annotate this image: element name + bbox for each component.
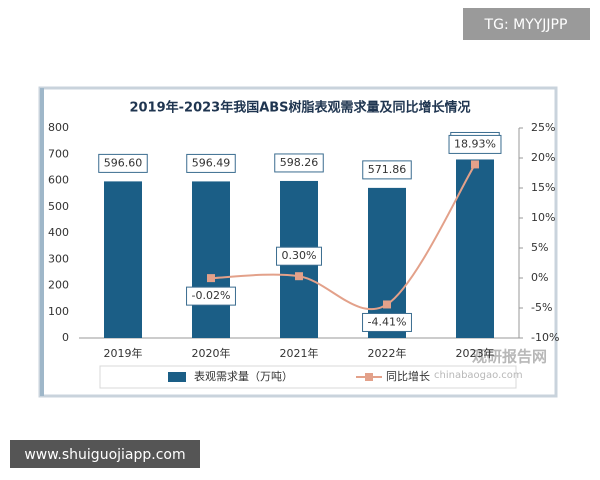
y-tick-label: 500 bbox=[48, 200, 69, 213]
x-tick-label: 2021年 bbox=[280, 346, 319, 360]
y2-tick-label: -5% bbox=[531, 301, 552, 314]
x-tick-label: 2022年 bbox=[368, 346, 407, 360]
line-marker bbox=[295, 272, 303, 281]
y2-tick-label: 5% bbox=[531, 241, 548, 254]
data-label-box bbox=[276, 246, 322, 266]
watermark-text: TG: MYYJJPP bbox=[484, 17, 568, 33]
watermark-box bbox=[10, 440, 200, 468]
legend-label: 同比增长 bbox=[386, 369, 430, 383]
y-tick-label: 700 bbox=[48, 147, 69, 160]
data-label: -4.41% bbox=[368, 315, 407, 328]
line-marker bbox=[471, 160, 479, 169]
legend-label: 表观需求量（万吨） bbox=[194, 369, 293, 383]
x-tick-label: 2020年 bbox=[192, 346, 231, 360]
data-label: 596.60 bbox=[104, 156, 143, 169]
y2-tick-label: 0% bbox=[531, 271, 548, 284]
y-tick-label: 300 bbox=[48, 252, 69, 265]
data-label: 598.26 bbox=[280, 156, 319, 169]
data-label: 571.86 bbox=[368, 163, 407, 176]
data-label: 596.49 bbox=[192, 156, 231, 169]
watermark-box bbox=[463, 8, 590, 40]
chart-title: 2019年-2023年我国ABS树脂表观需求量及同比增长情况 bbox=[129, 100, 470, 116]
y2-tick-label: -10% bbox=[531, 331, 559, 344]
data-label-box bbox=[448, 134, 502, 154]
y-tick-label: 600 bbox=[48, 174, 69, 187]
y2-tick-label: 20% bbox=[531, 151, 555, 164]
x-tick-label: 2019年 bbox=[104, 346, 143, 360]
line-marker bbox=[207, 274, 215, 283]
legend-box bbox=[99, 365, 517, 389]
y-tick-label: 400 bbox=[48, 226, 69, 239]
y-tick-label: 800 bbox=[48, 121, 69, 134]
data-label-box bbox=[274, 153, 324, 173]
data-label-box bbox=[186, 286, 236, 306]
bar bbox=[456, 159, 494, 338]
legend-swatch bbox=[168, 372, 186, 382]
bar bbox=[192, 181, 230, 338]
line bbox=[210, 163, 476, 311]
data-label-box bbox=[186, 153, 236, 173]
legend-swatch bbox=[365, 373, 373, 381]
y2-tick-label: 25% bbox=[531, 121, 555, 134]
bar bbox=[104, 181, 142, 338]
data-label-box bbox=[362, 160, 412, 180]
x-tick-label: 2023年 bbox=[456, 346, 495, 360]
data-label: 0.30% bbox=[282, 249, 317, 262]
y2-tick-label: 10% bbox=[531, 211, 555, 224]
y-tick-label: 200 bbox=[48, 279, 69, 292]
watermark-text: www.shuiguojiapp.com bbox=[24, 447, 185, 463]
y2-tick-label: 15% bbox=[531, 181, 555, 194]
y-tick-label: 100 bbox=[48, 305, 69, 318]
data-label: 18.93% bbox=[454, 137, 496, 150]
source-logo: 观研报告网 bbox=[472, 348, 547, 366]
y-tick-label: 0 bbox=[62, 331, 69, 344]
data-label-box bbox=[362, 312, 412, 332]
data-label: -0.02% bbox=[192, 289, 231, 302]
data-label-box bbox=[98, 153, 148, 173]
source-url: chinabaogao.com bbox=[434, 370, 523, 381]
frame-accent bbox=[40, 88, 44, 396]
line-marker bbox=[383, 300, 391, 309]
